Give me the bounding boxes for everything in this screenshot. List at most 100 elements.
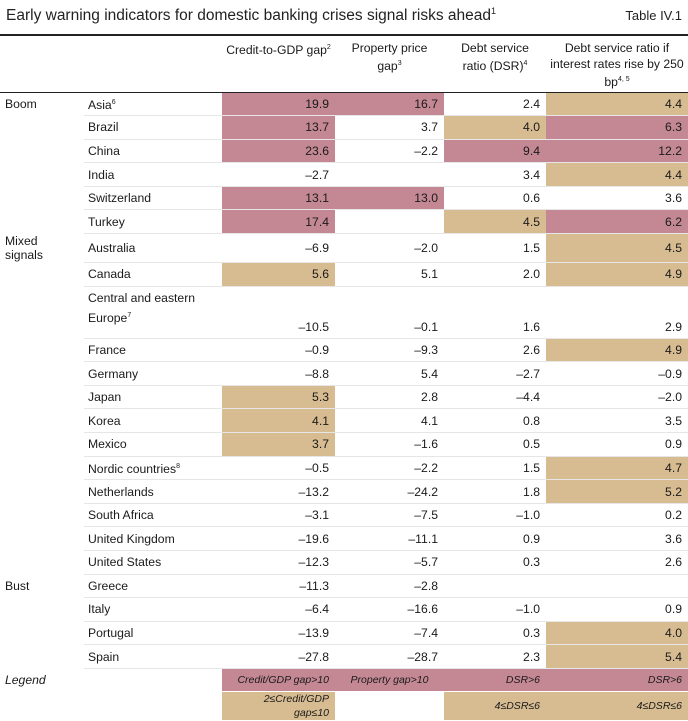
property-gap-cell: –2.2: [335, 139, 444, 164]
dsr-250bp-cell: 3.6: [546, 186, 688, 211]
property-gap-cell: 2.8: [335, 385, 444, 410]
credit-gap-cell: –13.9: [222, 621, 335, 646]
table-row: China 23.6 –2.2 9.4 12.2: [0, 139, 688, 164]
dsr-250bp-cell: 5.2: [546, 479, 688, 504]
credit-gap-cell: –0.9: [222, 338, 335, 363]
dsr-250bp-cell: 4.4: [546, 162, 688, 187]
credit-gap-cell: –2.7: [222, 162, 335, 187]
dsr-cell: 0.6: [444, 186, 546, 211]
dsr-250bp-cell: 0.2: [546, 503, 688, 528]
table-row: Japan 5.3 2.8 –4.4 –2.0: [0, 385, 688, 410]
property-gap-cell: 13.0: [335, 186, 444, 211]
credit-gap-cell: –6.4: [222, 597, 335, 622]
dsr-cell: 1.8: [444, 479, 546, 504]
legend-dsr250-high: DSR>6: [546, 667, 688, 692]
dsr-cell: 1.6: [444, 286, 546, 339]
country-cell: France: [84, 338, 222, 363]
credit-gap-cell: 13.1: [222, 186, 335, 211]
group-label-boom: Boom: [0, 92, 84, 117]
table-row: India –2.7 3.4 4.4: [0, 162, 688, 187]
credit-gap-cell: 19.9: [222, 92, 335, 117]
credit-gap-cell: –12.3: [222, 550, 335, 575]
table-row: Switzerland 13.1 13.0 0.6 3.6: [0, 186, 688, 211]
dsr-250bp-cell: 3.5: [546, 408, 688, 434]
country-cell: Spain: [84, 644, 222, 669]
table-row: Mexico 3.7 –1.6 0.5 0.9: [0, 432, 688, 457]
legend-dsr-high: DSR>6: [444, 667, 546, 692]
table-row: United States –12.3 –5.7 0.3 2.6: [0, 550, 688, 575]
country-cell: Portugal: [84, 621, 222, 646]
dsr-cell: –4.4: [444, 385, 546, 410]
legend-credit-medium: 2≤Credit/GDP gap≤10: [222, 691, 335, 721]
table-row: Canada 5.6 5.1 2.0 4.9: [0, 262, 688, 287]
header-blank-group: [0, 36, 84, 92]
country-cell: Netherlands: [84, 479, 222, 504]
dsr-250bp-cell: 4.5: [546, 233, 688, 264]
table-row: Germany –8.8 5.4 –2.7 –0.9: [0, 361, 688, 386]
credit-gap-cell: 5.6: [222, 262, 335, 287]
table-row: Central and eastern Europe7 –10.5 –0.1 1…: [0, 286, 688, 339]
dsr-cell: –1.0: [444, 597, 546, 622]
dsr-250bp-cell: [546, 573, 688, 599]
country-cell: Canada: [84, 262, 222, 287]
legend-row: Legend Credit/GDP gap>10 Property gap>10…: [0, 667, 688, 692]
dsr-250bp-cell: 0.9: [546, 432, 688, 457]
country-cell: China: [84, 139, 222, 164]
dsr-250bp-cell: 12.2: [546, 139, 688, 164]
property-gap-cell: –1.6: [335, 432, 444, 457]
property-gap-cell: –7.4: [335, 621, 444, 646]
dsr-cell: 0.3: [444, 550, 546, 575]
table-row: Brazil 13.7 3.7 4.0 6.3: [0, 115, 688, 140]
property-gap-cell: 5.4: [335, 361, 444, 386]
top-rule: [0, 34, 688, 36]
table-row: Nordic countries8 –0.5 –2.2 1.5 4.7: [0, 456, 688, 481]
table-row: Korea 4.1 4.1 0.8 3.5: [0, 408, 688, 434]
credit-gap-cell: –19.6: [222, 526, 335, 551]
dsr-250bp-cell: –2.0: [546, 385, 688, 410]
property-gap-cell: –0.1: [335, 286, 444, 339]
table-row: Bust Greece –11.3 –2.8: [0, 573, 688, 599]
credit-gap-cell: –0.5: [222, 456, 335, 481]
dsr-250bp-cell: 2.6: [546, 550, 688, 575]
dsr-cell: 0.8: [444, 408, 546, 434]
credit-gap-cell: –6.9: [222, 233, 335, 264]
country-cell: Korea: [84, 408, 222, 434]
dsr-cell: 3.4: [444, 162, 546, 187]
table-row: Italy –6.4 –16.6 –1.0 0.9: [0, 597, 688, 622]
dsr-250bp-cell: 6.2: [546, 209, 688, 235]
group-label-mixed: Mixed signals: [0, 233, 84, 264]
table-row: France –0.9 –9.3 2.6 4.9: [0, 338, 688, 363]
legend-label: Legend: [0, 667, 84, 692]
table-row: Turkey 17.4 4.5 6.2: [0, 209, 688, 235]
country-cell: Greece: [84, 573, 222, 599]
dsr-cell: 2.0: [444, 262, 546, 287]
credit-gap-cell: –13.2: [222, 479, 335, 504]
dsr-cell: –2.7: [444, 361, 546, 386]
legend-property-high: Property gap>10: [335, 667, 444, 692]
credit-gap-cell: –10.5: [222, 286, 335, 339]
credit-gap-cell: –3.1: [222, 503, 335, 528]
country-cell: Mexico: [84, 432, 222, 457]
header-dsr: Debt service ratio (DSR)4: [461, 41, 529, 74]
dsr-cell: 0.9: [444, 526, 546, 551]
table-number: Table IV.1: [625, 8, 682, 23]
legend-credit-high: Credit/GDP gap>10: [222, 667, 335, 692]
header-dsr-250bp: Debt service ratio if interest rates ris…: [550, 41, 684, 90]
credit-gap-cell: –8.8: [222, 361, 335, 386]
legend-dsr250-medium: 4≤DSR≤6: [546, 691, 688, 721]
credit-gap-cell: –11.3: [222, 573, 335, 599]
country-cell: Nordic countries8: [84, 456, 222, 481]
country-cell: United Kingdom: [84, 526, 222, 551]
table-title: Early warning indicators for domestic ba…: [6, 6, 497, 25]
country-cell: Australia: [84, 233, 222, 264]
dsr-250bp-cell: 4.0: [546, 621, 688, 646]
credit-gap-cell: 13.7: [222, 115, 335, 140]
table-row: Mixed signals Australia –6.9 –2.0 1.5 4.…: [0, 233, 688, 264]
credit-gap-cell: 4.1: [222, 408, 335, 434]
dsr-250bp-cell: 4.4: [546, 92, 688, 117]
credit-gap-cell: –27.8: [222, 644, 335, 669]
table-row: South Africa –3.1 –7.5 –1.0 0.2: [0, 503, 688, 528]
credit-gap-cell: 5.3: [222, 385, 335, 410]
dsr-250bp-cell: 6.3: [546, 115, 688, 140]
property-gap-cell: –2.2: [335, 456, 444, 481]
